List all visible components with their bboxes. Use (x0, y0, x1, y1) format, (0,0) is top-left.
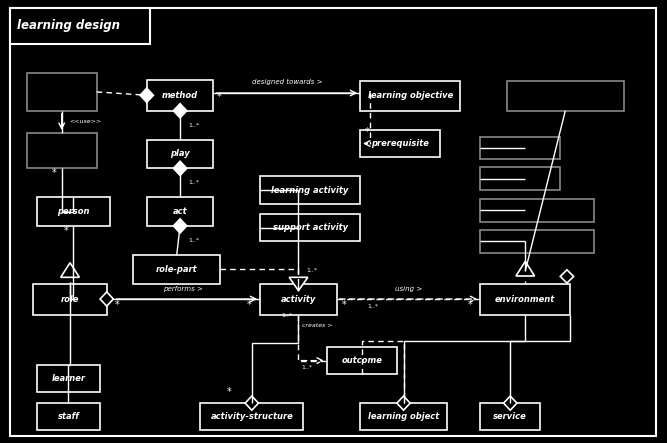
Text: creates >: creates > (301, 323, 332, 328)
Text: learning objective: learning objective (368, 91, 453, 100)
Text: learning activity: learning activity (271, 186, 349, 194)
Bar (147, 140, 213, 168)
Polygon shape (245, 396, 259, 410)
Bar (260, 214, 360, 241)
Text: 1..*: 1..* (281, 313, 293, 318)
Text: *: * (63, 226, 68, 236)
Bar (147, 197, 213, 226)
Bar (260, 284, 337, 315)
Text: learning object: learning object (368, 412, 439, 421)
Bar (37, 365, 100, 392)
Text: *: * (115, 300, 119, 310)
Text: *: * (217, 92, 221, 102)
Bar (480, 403, 540, 430)
Polygon shape (173, 219, 187, 233)
Bar (327, 347, 397, 374)
Text: 1..*: 1..* (301, 365, 313, 370)
Text: *: * (468, 300, 473, 310)
Text: *: * (342, 300, 347, 310)
Bar (37, 403, 100, 430)
Text: role-part: role-part (156, 264, 197, 274)
Text: staff: staff (57, 412, 79, 421)
Bar (10, 8, 150, 44)
Bar (360, 81, 460, 111)
Bar (360, 130, 440, 157)
Polygon shape (140, 88, 153, 102)
Text: *: * (247, 300, 251, 310)
Text: *: * (52, 168, 57, 179)
Text: environment: environment (495, 295, 556, 303)
Text: performs >: performs > (163, 286, 203, 292)
Bar (480, 230, 594, 253)
Text: role: role (61, 295, 79, 303)
Polygon shape (289, 277, 308, 291)
Text: using >: using > (395, 286, 422, 292)
Text: learner: learner (51, 374, 85, 383)
Text: prerequisite: prerequisite (372, 139, 429, 148)
Bar (200, 403, 303, 430)
Text: service: service (494, 412, 527, 421)
Bar (133, 255, 220, 284)
Text: *: * (364, 127, 370, 137)
Text: 1..*: 1..* (188, 123, 199, 128)
Bar (480, 167, 560, 190)
Bar (27, 133, 97, 168)
Bar (360, 403, 447, 430)
Text: act: act (173, 207, 187, 216)
Polygon shape (397, 396, 410, 410)
Text: <<use>>: <<use>> (69, 119, 102, 124)
Polygon shape (504, 396, 517, 410)
Text: support activity: support activity (273, 223, 348, 232)
Bar (480, 284, 570, 315)
Polygon shape (560, 270, 574, 283)
Text: activity-structure: activity-structure (210, 412, 293, 421)
Text: outcome: outcome (342, 356, 382, 365)
Text: designed towards >: designed towards > (251, 79, 322, 85)
Text: play: play (170, 149, 190, 159)
Polygon shape (61, 263, 79, 277)
Bar (507, 81, 624, 111)
Polygon shape (173, 104, 187, 118)
Text: 1..*: 1..* (367, 304, 378, 309)
Bar (480, 137, 560, 159)
Bar (147, 80, 213, 111)
Text: learning design: learning design (17, 19, 119, 32)
Polygon shape (100, 292, 113, 306)
Text: 1..*: 1..* (188, 238, 199, 243)
Polygon shape (516, 261, 535, 276)
Text: person: person (57, 207, 89, 216)
Text: method: method (162, 91, 198, 100)
Polygon shape (173, 161, 187, 175)
Text: 1..*: 1..* (307, 268, 317, 273)
Text: *: * (227, 387, 231, 397)
Bar (480, 199, 594, 222)
Bar (33, 284, 107, 315)
Bar (27, 73, 97, 111)
Text: 1..*: 1..* (188, 180, 199, 185)
Bar (37, 197, 110, 226)
Bar (260, 176, 360, 204)
Text: activity: activity (281, 295, 316, 303)
